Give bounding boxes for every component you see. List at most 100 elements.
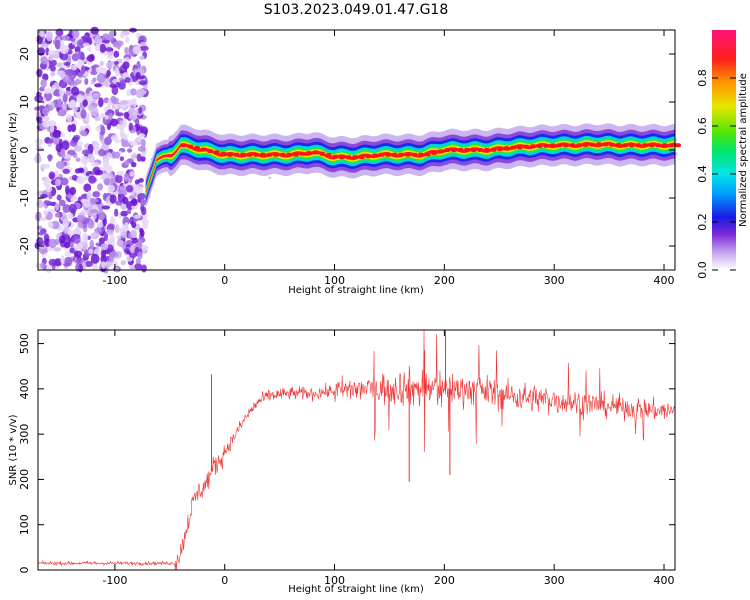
spectrogram-y-label: Frequency (Hz) [8, 112, 19, 188]
noise-speckle [120, 210, 128, 217]
noise-speckle [100, 255, 108, 263]
noise-speckle [133, 214, 142, 219]
noise-speckle [52, 129, 61, 138]
noise-speckle [39, 28, 45, 38]
noise-speckle [137, 251, 143, 260]
noise-speckle [91, 162, 100, 168]
colorbar-tick-label: 0.6 [696, 117, 709, 135]
noise-speckle [36, 68, 43, 78]
noise-speckle [120, 260, 127, 266]
noise-speckle [106, 49, 114, 60]
ridge-peak [371, 153, 378, 158]
spectrogram-y-tick-label: 20 [18, 47, 31, 61]
ridge-peak [477, 148, 484, 152]
snr-plot-area [38, 330, 675, 570]
noise-speckle [81, 149, 91, 156]
noise-speckle [82, 99, 89, 107]
noise-speckle [95, 125, 101, 132]
ridge-peak [609, 142, 616, 147]
noise-speckle [34, 95, 44, 103]
snr-x-tick-label: 300 [544, 574, 565, 587]
spectrogram-x-tick-label: 100 [324, 274, 345, 287]
noise-speckle [76, 93, 84, 104]
noise-speckle [86, 54, 95, 62]
ridge-peak [582, 142, 589, 147]
noise-speckle [114, 208, 119, 217]
noise-speckle [77, 242, 83, 250]
noise-speckle [137, 240, 143, 249]
noise-speckle [81, 233, 89, 243]
ridge-peak [457, 148, 464, 152]
noise-speckle [109, 251, 119, 258]
noise-speckle [60, 177, 69, 186]
noise-speckle [80, 109, 87, 119]
noise-speckle [124, 36, 130, 43]
noise-speckle [133, 64, 139, 70]
noise-speckle [115, 174, 123, 184]
noise-speckle [116, 124, 124, 130]
noise-speckle [122, 61, 130, 70]
noise-speckle [109, 118, 119, 127]
noise-speckle [61, 140, 70, 151]
ridge-peak [180, 143, 187, 148]
noise-speckle [108, 113, 114, 119]
colorbar-tick-label: 0.4 [696, 165, 709, 183]
spectrogram-x-tick-label: 300 [544, 274, 565, 287]
noise-speckle [58, 235, 66, 244]
noise-speckle [126, 209, 132, 215]
noise-speckle [50, 71, 56, 77]
ridge-peak [200, 147, 207, 152]
noise-speckle [68, 71, 76, 80]
noise-speckle [83, 202, 90, 208]
noise-speckle [48, 221, 54, 229]
snr-y-tick-label: 200 [18, 469, 31, 490]
ridge-peak [312, 150, 319, 155]
ridge-peak [345, 155, 352, 160]
snr-y-tick-label: 0 [18, 567, 31, 574]
ridge-peak [411, 152, 418, 157]
noise-speckle [130, 162, 137, 168]
ridge-peak [431, 150, 438, 155]
noise-speckle [131, 198, 138, 207]
noise-speckle [53, 247, 62, 252]
noise-speckle [40, 43, 49, 48]
ridge-peak [358, 155, 365, 159]
noise-speckle [68, 203, 77, 214]
noise-speckle [109, 216, 116, 224]
ridge-peak [615, 143, 622, 147]
noise-speckle [114, 67, 120, 77]
noise-speckle [92, 191, 100, 198]
noise-speckle [98, 213, 106, 221]
noise-speckle [98, 237, 106, 244]
noise-speckle [76, 39, 86, 49]
noise-speckle [103, 178, 112, 186]
noise-speckle [104, 136, 112, 146]
noise-speckle [84, 260, 94, 268]
noise-speckle [60, 148, 66, 159]
noise-speckle [121, 141, 129, 148]
spectrogram-x-tick-label: -100 [102, 274, 127, 287]
noise-speckle [135, 258, 141, 265]
noise-speckle [51, 59, 57, 67]
noise-speckle [98, 149, 106, 157]
noise-speckle [100, 243, 109, 251]
noise-speckle [48, 50, 57, 56]
noise-speckle [99, 113, 105, 119]
ridge-peak [319, 151, 326, 156]
ridge-peak [240, 152, 247, 157]
noise-speckle [119, 156, 124, 162]
snr-x-label: Height of straight line (km) [288, 584, 424, 595]
noise-speckle [63, 61, 71, 66]
noise-speckle [61, 103, 68, 110]
noise-speckle [132, 45, 141, 55]
noise-speckle [67, 212, 74, 220]
noise-speckle [59, 40, 65, 51]
noise-speckle [129, 113, 138, 121]
noise-speckle [114, 224, 120, 234]
noise-speckle [140, 126, 149, 136]
noise-speckle [129, 245, 135, 254]
ridge-peak [675, 143, 681, 148]
sparse-speckle [268, 176, 272, 179]
spectrogram-x-tick-label: 200 [434, 274, 455, 287]
noise-speckle [139, 45, 149, 52]
